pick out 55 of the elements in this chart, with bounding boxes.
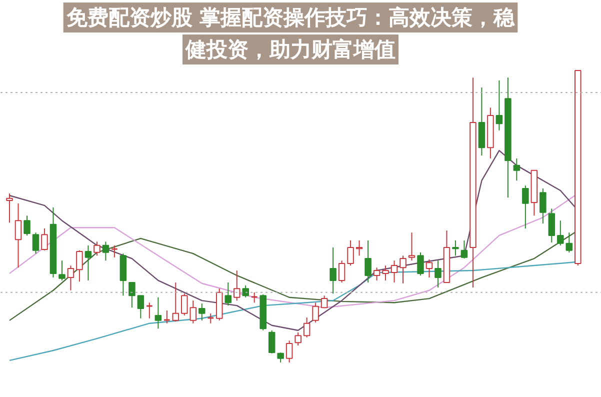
candlestick <box>434 260 442 288</box>
candlestick <box>190 300 197 324</box>
candlestick <box>198 303 206 321</box>
candlestick <box>181 293 188 316</box>
candlestick <box>154 296 162 330</box>
candlestick <box>347 240 354 266</box>
candlestick <box>426 258 433 278</box>
candlestick <box>364 240 372 283</box>
candlestick <box>566 232 573 253</box>
candlestick <box>268 330 276 354</box>
candlestick <box>513 158 520 182</box>
candlestick <box>128 282 136 308</box>
candlestick <box>338 260 346 283</box>
candlestick <box>172 282 180 322</box>
candlestick <box>163 310 171 324</box>
candlestick <box>303 317 310 338</box>
candlestick <box>24 215 30 236</box>
candlestick <box>382 265 389 281</box>
candlestick <box>224 282 232 306</box>
candlestick <box>557 220 564 246</box>
candlestick <box>137 295 144 319</box>
candlestick <box>312 302 319 323</box>
candlestick <box>540 188 546 224</box>
candlestick <box>522 185 529 229</box>
candlestick <box>32 232 40 254</box>
candlestick <box>58 260 66 281</box>
chart-title: 免费配资炒股 掌握配资操作技巧：高效决策，稳健投资，助力财富增值 <box>65 6 516 62</box>
candlestick <box>67 265 74 291</box>
candlestick <box>250 292 258 304</box>
candlestick <box>146 302 154 319</box>
candlestick <box>233 270 240 302</box>
candlestick <box>41 228 48 251</box>
candlestick <box>320 295 328 308</box>
candlestick <box>408 232 416 262</box>
candlestick <box>110 244 118 258</box>
candlestick <box>14 202 22 268</box>
candlestick <box>417 252 424 276</box>
candlestick <box>548 208 556 243</box>
candlestick <box>452 240 459 256</box>
candlestick <box>356 240 363 256</box>
candlestick <box>277 352 284 363</box>
candlestick <box>76 250 83 282</box>
candlestick <box>330 246 336 294</box>
candlestick <box>400 255 406 284</box>
candlestick <box>294 332 302 346</box>
candlestick <box>102 241 110 262</box>
candlestick <box>373 267 380 281</box>
candlestick <box>6 192 13 224</box>
candlestick <box>286 340 293 363</box>
candlestick <box>460 240 468 260</box>
candlestick <box>206 312 214 324</box>
candlestick <box>84 244 92 281</box>
candlestick <box>390 260 398 283</box>
candlestick <box>496 80 503 131</box>
candlestick <box>94 241 100 256</box>
